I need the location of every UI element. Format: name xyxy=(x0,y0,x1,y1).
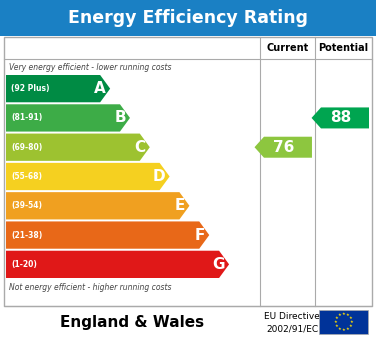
Text: E: E xyxy=(175,198,185,213)
Text: Potential: Potential xyxy=(318,43,368,53)
Text: ★: ★ xyxy=(338,327,341,331)
Polygon shape xyxy=(6,251,229,278)
Text: Very energy efficient - lower running costs: Very energy efficient - lower running co… xyxy=(9,63,171,71)
Polygon shape xyxy=(312,108,369,128)
Polygon shape xyxy=(6,75,110,102)
Text: F: F xyxy=(195,228,205,243)
Text: ★: ★ xyxy=(346,327,349,331)
Text: ★: ★ xyxy=(335,316,339,320)
Text: (69-80): (69-80) xyxy=(11,143,42,152)
Text: England & Wales: England & Wales xyxy=(60,316,204,331)
Text: ★: ★ xyxy=(349,320,353,324)
Text: (1-20): (1-20) xyxy=(11,260,37,269)
Polygon shape xyxy=(6,163,170,190)
Text: ★: ★ xyxy=(342,328,345,332)
Text: (39-54): (39-54) xyxy=(11,201,42,210)
Text: ★: ★ xyxy=(334,320,338,324)
Polygon shape xyxy=(6,134,150,161)
Text: Not energy efficient - higher running costs: Not energy efficient - higher running co… xyxy=(9,284,171,293)
Polygon shape xyxy=(6,221,209,249)
Text: 76: 76 xyxy=(273,140,294,155)
Text: 88: 88 xyxy=(330,110,351,125)
Bar xyxy=(4,37,372,306)
Polygon shape xyxy=(6,192,190,220)
Text: EU Directive
2002/91/EC: EU Directive 2002/91/EC xyxy=(264,312,320,334)
Text: G: G xyxy=(212,257,225,272)
Text: ★: ★ xyxy=(342,312,345,316)
Text: Energy Efficiency Rating: Energy Efficiency Rating xyxy=(68,9,308,27)
Text: ★: ★ xyxy=(335,324,339,328)
Text: Current: Current xyxy=(266,43,308,53)
Text: (81-91): (81-91) xyxy=(11,113,42,122)
Text: ★: ★ xyxy=(348,316,352,320)
Text: (21-38): (21-38) xyxy=(11,231,42,239)
Text: B: B xyxy=(114,110,126,125)
Text: (92 Plus): (92 Plus) xyxy=(11,84,50,93)
Text: C: C xyxy=(135,140,146,155)
Text: A: A xyxy=(94,81,106,96)
Text: (55-68): (55-68) xyxy=(11,172,42,181)
Bar xyxy=(319,310,368,334)
Text: ★: ★ xyxy=(338,313,341,317)
Text: D: D xyxy=(153,169,165,184)
Text: ★: ★ xyxy=(346,313,349,317)
Text: ★: ★ xyxy=(348,324,352,328)
Polygon shape xyxy=(255,137,312,158)
Polygon shape xyxy=(6,104,130,132)
Bar xyxy=(0,0,376,36)
